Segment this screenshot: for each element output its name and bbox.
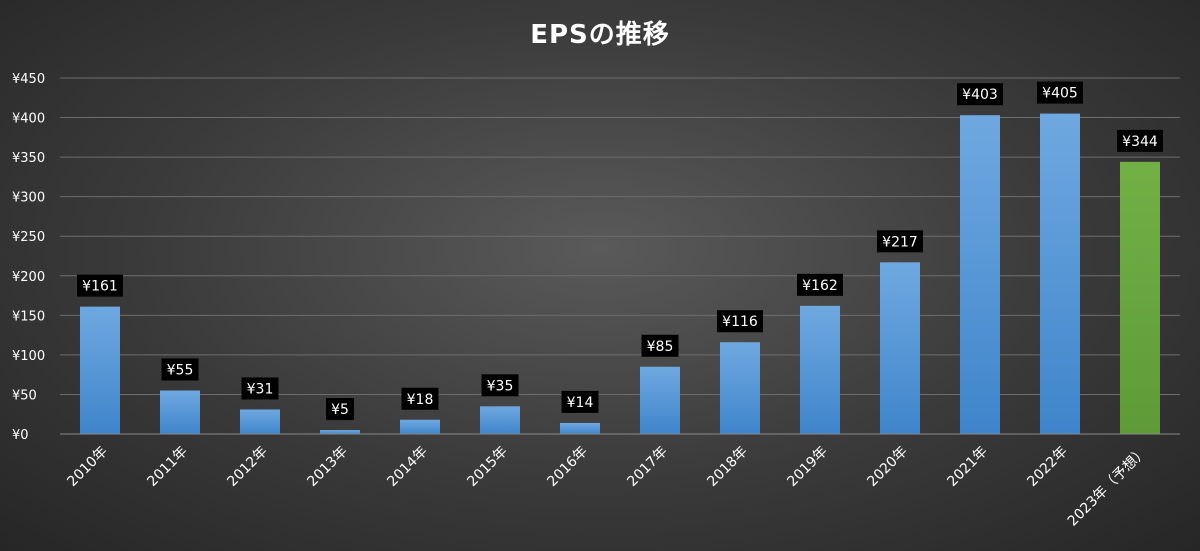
bar	[160, 390, 200, 434]
bar	[480, 406, 520, 434]
data-label-layer: ¥161 ¥55 ¥31 ¥5 ¥18 ¥35 ¥14 ¥85 ¥116 ¥162 ¥217 ¥403…	[77, 81, 1163, 421]
y-tick-label: ¥50	[12, 388, 37, 403]
data-label-box	[161, 358, 199, 381]
data-label: ¥18	[407, 392, 434, 408]
x-tick-label: 2015年	[464, 444, 510, 490]
x-tick-label: 2013年	[304, 444, 350, 490]
data-label: ¥14	[567, 395, 594, 411]
bar	[80, 306, 120, 434]
bar	[1040, 113, 1080, 434]
x-tick-label: 2016年	[544, 444, 590, 490]
data-label-box	[797, 273, 843, 296]
axis-layer: ¥0 ¥50 ¥100 ¥150 ¥200 ¥250 ¥300 ¥350 ¥400 ¥450 201…	[12, 72, 1180, 530]
data-label: ¥162	[802, 278, 838, 294]
data-label-box	[957, 83, 1003, 106]
data-label: ¥55	[167, 362, 194, 378]
bar	[800, 305, 840, 434]
x-tick-label: 2023年（予想）	[1065, 444, 1151, 530]
grid-layer	[60, 77, 1180, 435]
bar	[560, 422, 600, 434]
y-tick-label: ¥150	[12, 309, 45, 324]
y-tick-label: ¥300	[12, 191, 45, 206]
data-label-box	[1117, 129, 1163, 152]
data-label: ¥217	[882, 234, 918, 250]
data-label-box	[77, 274, 123, 297]
x-tick-label: 2022年	[1024, 444, 1070, 490]
data-label: ¥85	[647, 339, 674, 355]
data-label-box	[641, 334, 679, 357]
y-tick-label: ¥200	[12, 270, 45, 285]
data-label: ¥161	[82, 279, 118, 295]
x-tick-label: 2014年	[384, 444, 430, 490]
x-tick-label: 2011年	[144, 444, 190, 490]
data-label: ¥31	[247, 381, 274, 397]
bar	[640, 366, 680, 434]
data-label: ¥116	[722, 314, 758, 330]
data-label-box	[481, 374, 519, 397]
bar	[400, 419, 440, 434]
data-label-box	[241, 377, 279, 400]
x-tick-label: 2010年	[64, 444, 110, 490]
bar-forecast	[1120, 161, 1160, 434]
bar	[320, 430, 360, 434]
y-tick-label: ¥450	[12, 72, 45, 87]
y-tick-label: ¥400	[12, 112, 45, 127]
y-tick-label: ¥100	[12, 349, 45, 364]
x-tick-label: 2017年	[624, 444, 670, 490]
data-label: ¥405	[1042, 86, 1078, 102]
bar	[960, 115, 1000, 434]
bar	[720, 342, 760, 434]
x-tick-label: 2020年	[864, 444, 910, 490]
data-label: ¥403	[962, 87, 998, 103]
y-tick-label: ¥350	[12, 151, 45, 166]
x-tick-label: 2019年	[784, 444, 830, 490]
data-label-box	[561, 390, 599, 413]
bar	[880, 262, 920, 434]
x-tick-label: 2018年	[704, 444, 750, 490]
data-label-box	[717, 310, 763, 333]
data-label-box	[1037, 81, 1083, 104]
y-tick-label: ¥250	[12, 230, 45, 245]
data-label-box	[877, 230, 923, 253]
data-label: ¥5	[331, 402, 349, 418]
data-label: ¥35	[487, 378, 514, 394]
x-tick-label: 2012年	[224, 444, 270, 490]
bar-layer	[80, 113, 1160, 434]
data-label-box	[401, 387, 439, 410]
y-tick-label: ¥0	[12, 428, 29, 443]
bar	[240, 409, 280, 434]
x-tick-label: 2021年	[944, 444, 990, 490]
chart-title: EPSの推移	[530, 20, 670, 50]
data-label-box	[326, 398, 354, 421]
data-label: ¥344	[1122, 134, 1158, 150]
